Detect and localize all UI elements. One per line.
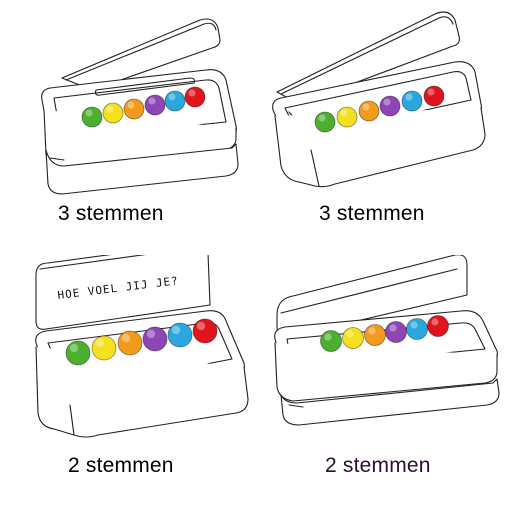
token-green xyxy=(65,340,91,366)
token-purple xyxy=(385,321,407,343)
token-purple xyxy=(142,326,168,352)
token-green xyxy=(81,106,103,128)
token-blue xyxy=(164,90,186,112)
voting-box-1: 3 stemmen xyxy=(0,0,258,254)
token-green xyxy=(314,111,336,133)
token-orange xyxy=(117,330,143,356)
caption-box-1: 3 stemmen xyxy=(58,202,164,225)
token-yellow xyxy=(102,102,124,124)
box-illustration-3: HOE VOEL JIJ JE? xyxy=(35,255,249,438)
token-blue xyxy=(167,322,193,348)
token-yellow xyxy=(342,327,364,349)
caption-box-2: 3 stemmen xyxy=(319,202,425,225)
voting-box-3: HOE VOEL JIJ JE? 2 stemmen xyxy=(0,255,258,509)
voting-box-2: 3 stemmen xyxy=(259,0,517,254)
token-red xyxy=(427,315,449,337)
token-purple xyxy=(144,94,166,116)
token-blue xyxy=(406,318,428,340)
caption-box-4: 2 stemmen xyxy=(325,454,431,477)
token-red xyxy=(423,85,445,107)
token-orange xyxy=(358,100,380,122)
token-red xyxy=(192,318,218,344)
token-purple xyxy=(379,95,401,117)
token-row-2 xyxy=(314,85,445,133)
voting-box-4: 2 stemmen xyxy=(259,255,517,509)
token-row-1 xyxy=(81,86,206,128)
token-row-4 xyxy=(320,315,449,352)
token-yellow xyxy=(336,106,358,128)
token-row-3 xyxy=(65,318,218,366)
token-orange xyxy=(123,98,145,120)
caption-box-3: 2 stemmen xyxy=(68,454,174,477)
token-blue xyxy=(401,90,423,112)
token-red xyxy=(184,86,206,108)
token-yellow xyxy=(91,335,117,361)
token-orange xyxy=(364,324,386,346)
token-green xyxy=(320,330,342,352)
